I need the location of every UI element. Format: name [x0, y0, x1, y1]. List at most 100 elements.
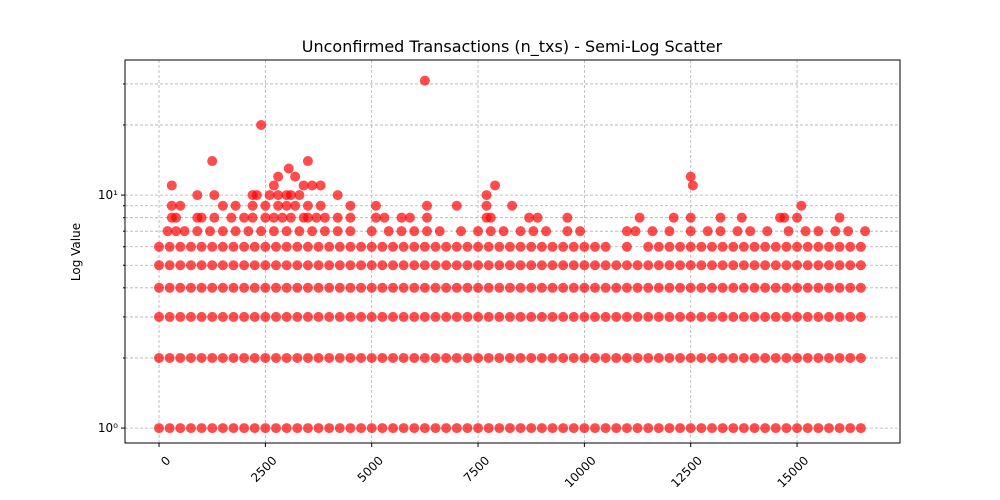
- point: [422, 226, 433, 237]
- point: [749, 241, 760, 252]
- point: [813, 260, 824, 271]
- point: [239, 352, 250, 363]
- point: [271, 260, 282, 271]
- point: [664, 352, 675, 363]
- point: [345, 226, 356, 237]
- point: [292, 260, 303, 271]
- point: [536, 423, 547, 434]
- point: [685, 282, 696, 293]
- point: [377, 311, 388, 322]
- point: [728, 311, 739, 322]
- point: [507, 200, 518, 211]
- point: [462, 423, 473, 434]
- point: [209, 212, 220, 223]
- point: [324, 282, 335, 293]
- y-tick-label: 10⁰: [98, 421, 118, 435]
- point: [685, 212, 696, 223]
- point: [590, 311, 601, 322]
- point: [175, 241, 186, 252]
- point: [792, 241, 803, 252]
- point: [154, 352, 165, 363]
- point: [387, 282, 398, 293]
- point: [834, 352, 845, 363]
- point: [781, 423, 792, 434]
- point: [760, 423, 771, 434]
- point: [685, 311, 696, 322]
- point: [706, 423, 717, 434]
- point: [230, 200, 241, 211]
- point: [166, 200, 177, 211]
- point: [494, 352, 505, 363]
- point: [562, 226, 573, 237]
- point: [770, 352, 781, 363]
- point: [483, 260, 494, 271]
- point: [313, 260, 324, 271]
- point: [366, 311, 377, 322]
- point: [621, 423, 632, 434]
- point: [834, 423, 845, 434]
- point: [558, 260, 569, 271]
- point: [611, 260, 622, 271]
- point: [685, 171, 696, 182]
- point: [398, 241, 409, 252]
- point: [196, 282, 207, 293]
- point: [494, 311, 505, 322]
- point: [515, 226, 526, 237]
- point: [271, 423, 282, 434]
- point: [311, 212, 322, 223]
- point: [196, 423, 207, 434]
- point: [217, 200, 228, 211]
- point: [164, 260, 175, 271]
- point: [302, 311, 313, 322]
- point: [845, 423, 856, 434]
- point: [664, 260, 675, 271]
- point: [207, 423, 218, 434]
- point: [600, 282, 611, 293]
- point: [387, 311, 398, 322]
- point: [207, 311, 218, 322]
- point: [398, 260, 409, 271]
- point: [834, 241, 845, 252]
- point: [396, 212, 407, 223]
- point: [696, 311, 707, 322]
- point: [568, 352, 579, 363]
- point: [675, 282, 686, 293]
- point: [441, 282, 452, 293]
- point: [185, 260, 196, 271]
- point: [515, 260, 526, 271]
- point: [451, 282, 462, 293]
- point: [164, 352, 175, 363]
- point: [281, 241, 292, 252]
- point: [207, 241, 218, 252]
- point: [379, 212, 390, 223]
- point: [166, 180, 177, 191]
- point: [696, 241, 707, 252]
- point: [611, 352, 622, 363]
- point: [271, 282, 282, 293]
- point: [547, 282, 558, 293]
- point: [749, 282, 760, 293]
- point: [541, 226, 552, 237]
- point: [717, 352, 728, 363]
- point: [653, 352, 664, 363]
- point: [568, 311, 579, 322]
- point: [634, 212, 645, 223]
- point: [171, 226, 182, 237]
- point: [481, 190, 492, 201]
- point: [243, 226, 254, 237]
- point: [802, 311, 813, 322]
- point: [802, 423, 813, 434]
- point: [524, 212, 535, 223]
- point: [387, 352, 398, 363]
- point: [653, 241, 664, 252]
- point: [738, 352, 749, 363]
- point: [568, 260, 579, 271]
- point: [281, 200, 292, 211]
- point: [526, 260, 537, 271]
- point: [164, 311, 175, 322]
- point: [268, 180, 279, 191]
- point: [430, 282, 441, 293]
- point: [579, 311, 590, 322]
- point: [621, 311, 632, 322]
